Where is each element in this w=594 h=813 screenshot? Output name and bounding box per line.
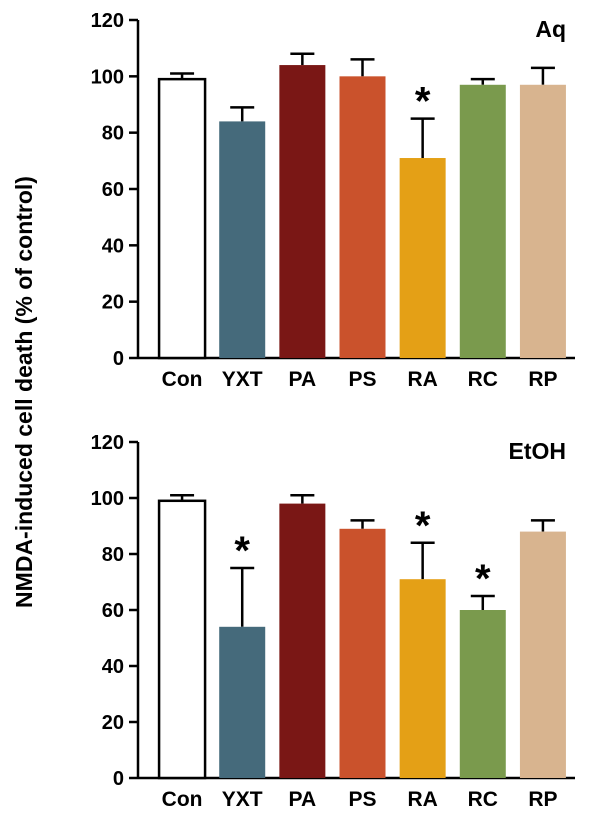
panel-aq: 0 20 40 60 80 100 120 Con YXT PA PS RA * RC RP Aq (91, 10, 575, 391)
panel-etoh: 0 20 40 60 80 100 120 Con YXT * PA PS RA * RC * RP EtOH (91, 432, 575, 811)
y-tick-label: 20 (102, 712, 124, 734)
x-tick-label: RA (407, 788, 437, 811)
bar-ps (339, 528, 386, 778)
x-tick-label: RP (528, 788, 557, 811)
y-tick-label: 100 (91, 488, 124, 510)
bar-pa (279, 65, 326, 359)
y-tick-label: 40 (102, 656, 124, 678)
y-tick-label: 60 (102, 600, 124, 622)
y-axis-label: NMDA-induced cell death (% of control) (11, 176, 37, 608)
bar-ra (399, 158, 446, 358)
y-tick-label: 0 (113, 768, 124, 790)
bar-ps (339, 76, 386, 358)
y-tick-label: 40 (102, 235, 124, 257)
x-tick-label: RC (468, 368, 498, 391)
bar-pa (279, 503, 326, 778)
x-tick-label: YXT (222, 368, 263, 391)
y-tick-label: 80 (102, 123, 124, 145)
x-tick-label: YXT (222, 788, 263, 811)
significance-star: * (234, 529, 250, 573)
x-tick-label: RP (528, 368, 557, 391)
x-tick-label: Con (162, 368, 203, 391)
significance-star: * (475, 557, 491, 601)
x-tick-label: PA (289, 788, 317, 811)
x-tick-label: PS (348, 788, 376, 811)
bar-con (157, 77, 207, 360)
y-tick-label: 0 (113, 348, 124, 370)
bar-ra (399, 579, 446, 778)
x-tick-label: PA (289, 368, 317, 391)
y-tick-label: 120 (91, 432, 124, 454)
bar-rp (519, 531, 566, 778)
panel-label: Aq (535, 16, 566, 42)
bar-rc (459, 84, 506, 359)
x-tick-label: Con (162, 788, 203, 811)
significance-star: * (415, 504, 431, 548)
bar-yxt (219, 121, 266, 359)
y-tick-label: 80 (102, 544, 124, 566)
y-tick-label: 20 (102, 292, 124, 314)
bar-yxt (219, 626, 266, 778)
y-tick-label: 100 (91, 66, 124, 88)
bar-con (157, 499, 207, 780)
x-tick-label: PS (348, 368, 376, 391)
significance-star: * (415, 80, 431, 124)
x-tick-label: RC (468, 788, 498, 811)
bar-rp (519, 84, 566, 359)
x-tick-label: RA (407, 368, 437, 391)
panel-label: EtOH (509, 438, 567, 464)
bar-rc (459, 610, 506, 778)
y-tick-label: 60 (102, 179, 124, 201)
y-tick-label: 120 (91, 10, 124, 32)
